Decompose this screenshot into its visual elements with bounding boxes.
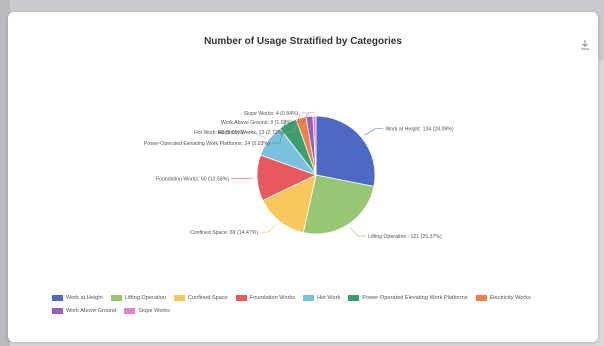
- legend-item-5[interactable]: Power-Operated Elevating Work Platforms: [348, 292, 468, 305]
- pie-slice-0[interactable]: [315, 115, 376, 187]
- legend-swatch-5: [348, 294, 360, 301]
- legend-label-1: Lifting Operation: [124, 295, 166, 301]
- pie-slice-8[interactable]: [312, 115, 317, 176]
- legend-swatch-2: [173, 294, 185, 301]
- legend-item-1[interactable]: Lifting Operation: [110, 292, 166, 305]
- chart-legend: Work at Height Lifting Operation Confined …: [52, 292, 592, 318]
- slice-label-5: Power-Operated Elevating Work Platforms:…: [144, 141, 270, 147]
- legend-item-0[interactable]: Work at Height: [52, 292, 103, 305]
- legend-label-0: Work at Height: [66, 295, 103, 301]
- legend-swatch-1: [110, 294, 122, 301]
- slice-label-4: Hot Work: 43 (9.01%): [194, 130, 244, 136]
- legend-item-2[interactable]: Confined Space: [173, 292, 228, 305]
- legend-item-8[interactable]: Slope Works: [124, 305, 170, 318]
- legend-swatch-0: [52, 294, 63, 301]
- pie-slice-2[interactable]: [262, 174, 317, 234]
- slice-label-0: Work at Height: 134 (28.09%): [385, 127, 454, 133]
- leader-line-2: [260, 224, 277, 233]
- leader-line-4: [245, 131, 266, 139]
- legend-label-6: Electricity Works: [489, 295, 531, 301]
- leader-line-1: [350, 227, 367, 237]
- legend-label-4: Hot Work: [317, 295, 341, 301]
- legend-swatch-6: [475, 294, 487, 301]
- leader-line-0: [364, 128, 384, 136]
- slice-label-1: Lifting Operation : 121 (25.37%): [368, 234, 442, 240]
- legend-label-2: Confined Space: [187, 295, 228, 301]
- legend-item-7[interactable]: Work Above Ground: [52, 305, 116, 318]
- slice-label-7: Work Above Ground: 9 (1.89%): [221, 120, 293, 126]
- pie-chart: Work at Height: 134 (28.09%) Lifting Oper…: [144, 111, 454, 240]
- legend-swatch-4: [303, 294, 315, 301]
- download-icon[interactable]: [579, 38, 591, 50]
- pie-slice-1[interactable]: [302, 174, 375, 235]
- slice-label-2: Confined Space: 69 (14.47%): [190, 230, 258, 236]
- leader-line-7: [294, 112, 310, 123]
- leader-line-5: [271, 119, 287, 144]
- legend-label-3: Foundation Works: [249, 295, 296, 301]
- legend-item-3[interactable]: Foundation Works: [235, 292, 296, 305]
- leader-line-6: [285, 113, 301, 133]
- slice-label-8: Slope Works: 4 (0.84%): [244, 111, 299, 117]
- chart-card: Number of Usage Stratified by Categories…: [8, 12, 598, 342]
- legend-label-7: Work Above Ground: [66, 308, 117, 314]
- legend-swatch-7: [52, 307, 63, 314]
- leader-line-8: [300, 111, 315, 114]
- legend-label-5: Power-Operated Elevating Work Platforms: [362, 295, 468, 301]
- chart-title: Number of Usage Stratified by Categories: [204, 36, 402, 47]
- legend-label-8: Slope Works: [138, 308, 170, 314]
- legend-item-6[interactable]: Electricity Works: [475, 292, 531, 305]
- legend-swatch-3: [235, 294, 247, 301]
- slice-label-3: Foundation Works: 60 (12.58%): [156, 177, 229, 183]
- slice-label-6: Electricity Works: 13 (2.72%): [217, 130, 284, 136]
- background-edge: [0, 0, 10, 346]
- legend-item-4[interactable]: Hot Work: [303, 292, 340, 305]
- legend-swatch-8: [124, 307, 136, 314]
